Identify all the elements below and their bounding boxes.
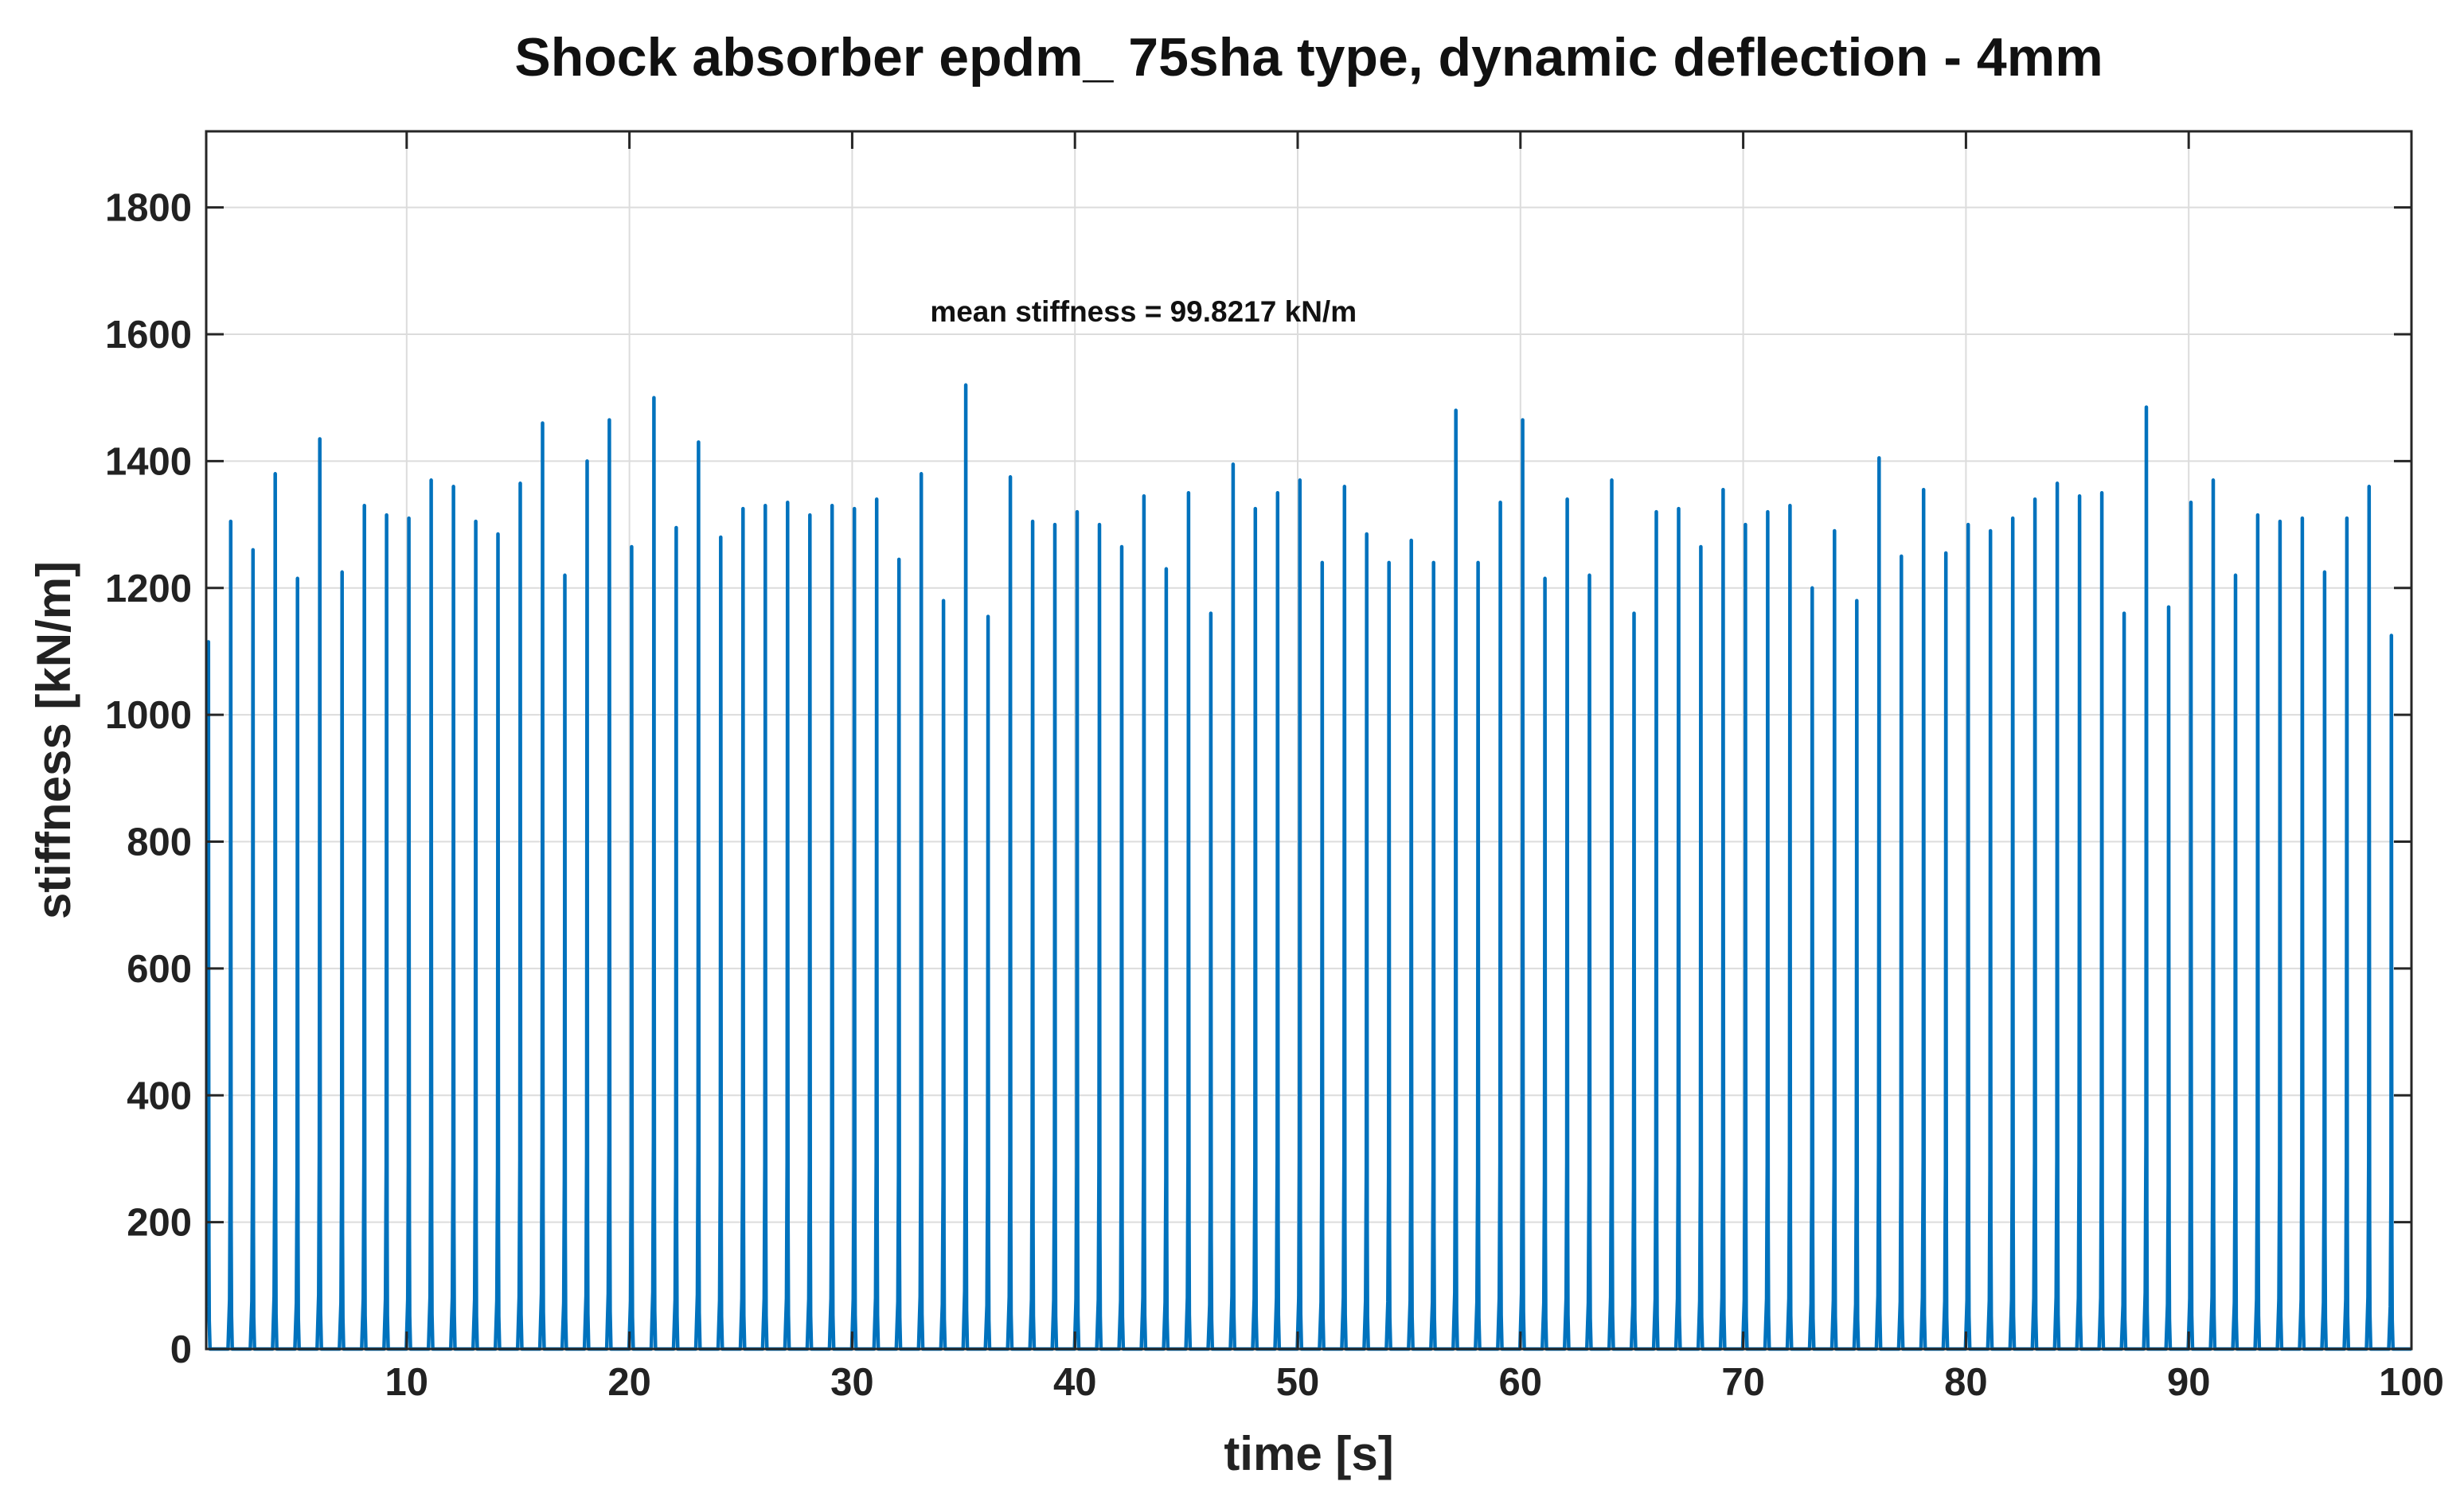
axis-ticks bbox=[206, 131, 2413, 1351]
y-tick-label: 400 bbox=[127, 1074, 192, 1117]
x-tick-label: 10 bbox=[385, 1361, 429, 1404]
plot-frame bbox=[205, 130, 2413, 1351]
y-axis-label: stiffness [kN/m] bbox=[27, 561, 80, 919]
x-tick-label: 70 bbox=[1721, 1361, 1765, 1404]
y-tick-label: 600 bbox=[127, 948, 192, 991]
annotation-mean-stiffness: mean stiffness = 99.8217 kN/m bbox=[930, 295, 1357, 328]
x-tick-label: 100 bbox=[2379, 1361, 2444, 1404]
y-tick-label: 1200 bbox=[105, 567, 192, 610]
y-tick-label: 800 bbox=[127, 821, 192, 864]
x-tick-label: 40 bbox=[1053, 1361, 1097, 1404]
x-tick-label: 20 bbox=[607, 1361, 651, 1404]
x-axis-label: time [s] bbox=[1224, 1427, 1393, 1480]
tick-labels: 10 20 30 40 50 60 70 80 90 1000200400600800100012… bbox=[105, 187, 2444, 1404]
series-layer bbox=[205, 383, 2411, 1351]
y-tick-label: 1600 bbox=[105, 314, 192, 357]
x-tick-label: 30 bbox=[830, 1361, 874, 1404]
y-tick-label: 200 bbox=[127, 1202, 192, 1245]
y-tick-label: 1400 bbox=[105, 440, 192, 483]
x-tick-label: 90 bbox=[2167, 1361, 2211, 1404]
series-line bbox=[205, 383, 2411, 1351]
x-tick-label: 80 bbox=[1944, 1361, 1988, 1404]
x-tick-label: 50 bbox=[1276, 1361, 1320, 1404]
y-tick-label: 1800 bbox=[105, 187, 192, 230]
chart-title: Shock absorber epdm_ 75sha type, dynamic… bbox=[514, 27, 2103, 88]
y-tick-label: 0 bbox=[170, 1328, 192, 1371]
y-tick-label: 1000 bbox=[105, 694, 192, 737]
x-tick-label: 60 bbox=[1499, 1361, 1543, 1404]
